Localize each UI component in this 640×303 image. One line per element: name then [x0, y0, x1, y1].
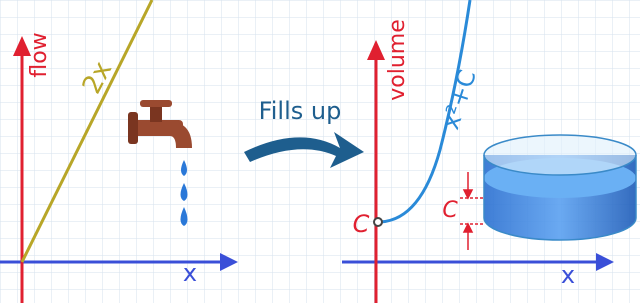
cylinder — [484, 135, 636, 240]
y-axis-label: flow — [27, 32, 52, 77]
intercept-label: C — [353, 210, 370, 238]
height-label: C — [442, 198, 458, 223]
page: {"left_panel": {"y_label": "flow", "line… — [0, 0, 640, 303]
x-axis-label: x — [183, 259, 197, 287]
x-axis-label: x — [561, 261, 575, 289]
intercept-point — [374, 218, 382, 226]
water-drops — [181, 160, 188, 226]
arrow-label: Fills up — [259, 97, 342, 125]
y-axis-label: volume — [385, 19, 410, 101]
illustration: flow 2x x Fills up volume x²+C C x C — [0, 0, 640, 303]
